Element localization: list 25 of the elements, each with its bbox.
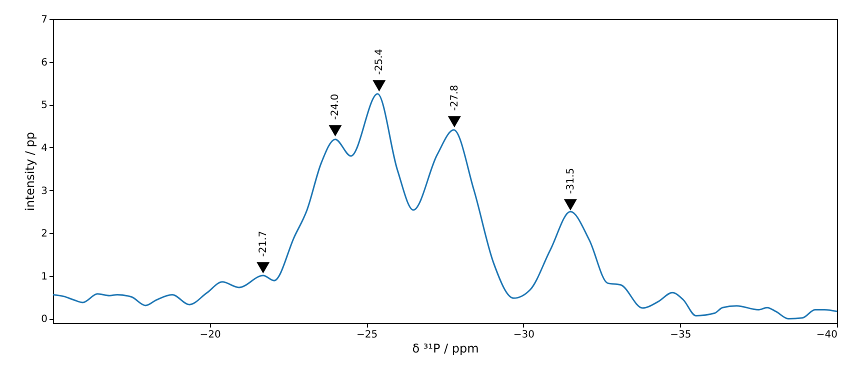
y-tick-label: 1 — [41, 271, 48, 282]
annotation: -21.7 — [258, 230, 270, 257]
y-tick-label: 6 — [41, 57, 48, 68]
y-tick-label: 4 — [41, 142, 48, 154]
point — [564, 199, 577, 210]
y-tick-label: 5 — [41, 100, 48, 112]
y-axis-title: intensity / pp — [23, 132, 38, 211]
annotation: -31.5 — [565, 168, 576, 194]
annotation: -27.8 — [449, 84, 460, 111]
x-tick-label: −30 — [513, 330, 534, 340]
y-tick-label: 3 — [41, 186, 48, 197]
x-tick-label: −40 — [816, 330, 838, 340]
point — [372, 80, 386, 92]
point — [328, 125, 342, 136]
annotation: -25.4 — [374, 48, 386, 75]
y-tick-label: 0 — [41, 314, 48, 326]
x-tick-label: −20 — [200, 330, 221, 340]
x-axis-title: δ ³¹P / ppm — [412, 342, 479, 356]
y-tick-label: 7 — [41, 14, 48, 26]
annotation: -24.0 — [330, 94, 342, 120]
x-tick-label: −35 — [670, 330, 692, 340]
point — [256, 262, 270, 274]
point — [448, 116, 461, 128]
y-tick-label: 2 — [41, 228, 48, 240]
x-tick-label: −25 — [356, 330, 378, 340]
